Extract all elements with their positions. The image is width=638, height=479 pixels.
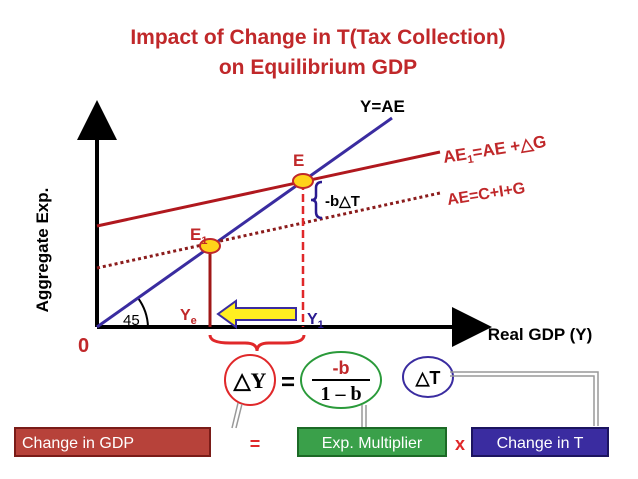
connector [231,402,243,429]
box-label: Change in GDP [22,435,134,452]
title: Impact of Change in T(Tax Collection) [130,26,505,49]
point-label: E [293,151,304,170]
formula: -b [333,358,350,378]
y-ae-line [96,116,393,329]
operator: = [250,434,261,454]
angle-arc [137,297,149,328]
line-label: Y=AE [360,97,405,116]
brace [310,180,323,220]
brace [208,334,306,352]
formula: 1 – b [320,383,361,405]
title: on Equilibrium GDP [219,56,417,79]
ae1-line [96,150,441,228]
box-label: Change in T [497,435,584,452]
connector [450,371,599,426]
origin: 0 [78,335,89,357]
box [471,427,609,457]
connector [361,405,367,428]
shift-label: -b△T [325,193,360,210]
formula: = [281,369,295,396]
ae-line [96,191,441,270]
box [14,427,211,457]
point-e1 [199,238,221,254]
x-point: Ye [180,307,197,327]
circle [224,354,276,406]
line-label: AE1=AE +△G [442,132,548,170]
arrow [216,299,297,329]
x-label: Real GDP (Y) [488,325,593,344]
box-label: Exp. Multiplier [322,435,423,452]
operator: x [455,434,465,454]
y-label: Aggregate Exp. [33,188,52,313]
point-e [292,173,314,189]
line-label: AE=C+I+G [446,180,526,209]
formula: △Y [233,368,267,393]
formula: △T [415,368,441,388]
x-point: Y1 [307,311,324,331]
point-label: E1 [190,225,207,247]
circle [402,356,454,398]
box [297,427,447,457]
angle: 45 [123,312,140,329]
